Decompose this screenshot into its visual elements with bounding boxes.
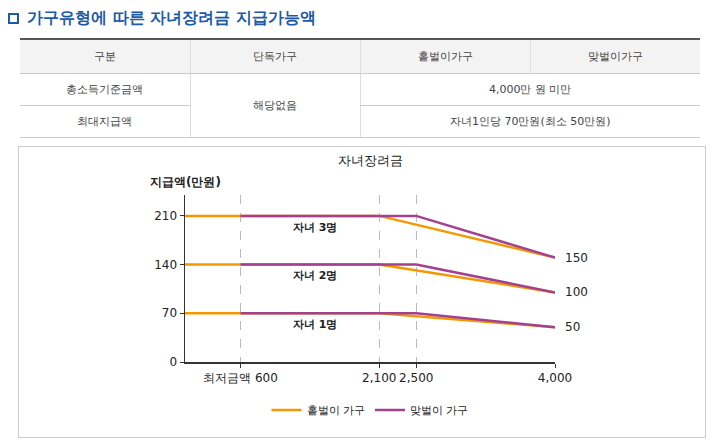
html-text:단독가구: 단독가구 <box>253 50 297 63</box>
svg-text:2,100: 2,100 <box>362 371 396 385</box>
svg-text:0: 0 <box>169 355 177 369</box>
svg-text:홑벌이 가구: 홑벌이 가구 <box>307 404 366 417</box>
svg-text:자녀 1명: 자녀 1명 <box>293 318 337 331</box>
html-text:맞벌이가구: 맞벌이가구 <box>587 50 643 63</box>
svg-text:150: 150 <box>565 251 588 265</box>
html-text:총소득기준금액: 총소득기준금액 <box>66 83 144 96</box>
svg-text:100: 100 <box>565 285 588 299</box>
svg-text:2,500: 2,500 <box>399 371 433 385</box>
svg-text:140: 140 <box>154 258 177 272</box>
svg-text:최저금액 600: 최저금액 600 <box>203 371 278 385</box>
svg-text:자녀 3명: 자녀 3명 <box>293 221 337 234</box>
html-text:4,000만 원 미만: 4,000만 원 미만 <box>489 83 572 96</box>
html-text:가구유형에 따른 자녀장려금 지급가능액: 가구유형에 따른 자녀장려금 지급가능액 <box>27 7 316 27</box>
html-text:최대지급액: 최대지급액 <box>77 115 133 128</box>
svg-text:210: 210 <box>154 209 177 223</box>
svg-text:맞벌이 가구: 맞벌이 가구 <box>410 404 469 417</box>
svg-text:지급액(만원): 지급액(만원) <box>150 175 221 189</box>
svg-text:자녀장려금: 자녀장려금 <box>338 153 403 168</box>
svg-text:70: 70 <box>162 306 177 320</box>
svg-text:50: 50 <box>565 320 580 334</box>
html-text:홑벌이가구: 홑벌이가구 <box>417 50 473 63</box>
html-text:자녀1인당 70만원(최소 50만원): 자녀1인당 70만원(최소 50만원) <box>450 115 611 128</box>
html-text:구분: 구분 <box>93 50 116 63</box>
svg-text:4,000: 4,000 <box>538 371 572 385</box>
svg-text:자녀 2명: 자녀 2명 <box>293 269 337 282</box>
html-text:해당없음: 해당없음 <box>253 99 297 112</box>
